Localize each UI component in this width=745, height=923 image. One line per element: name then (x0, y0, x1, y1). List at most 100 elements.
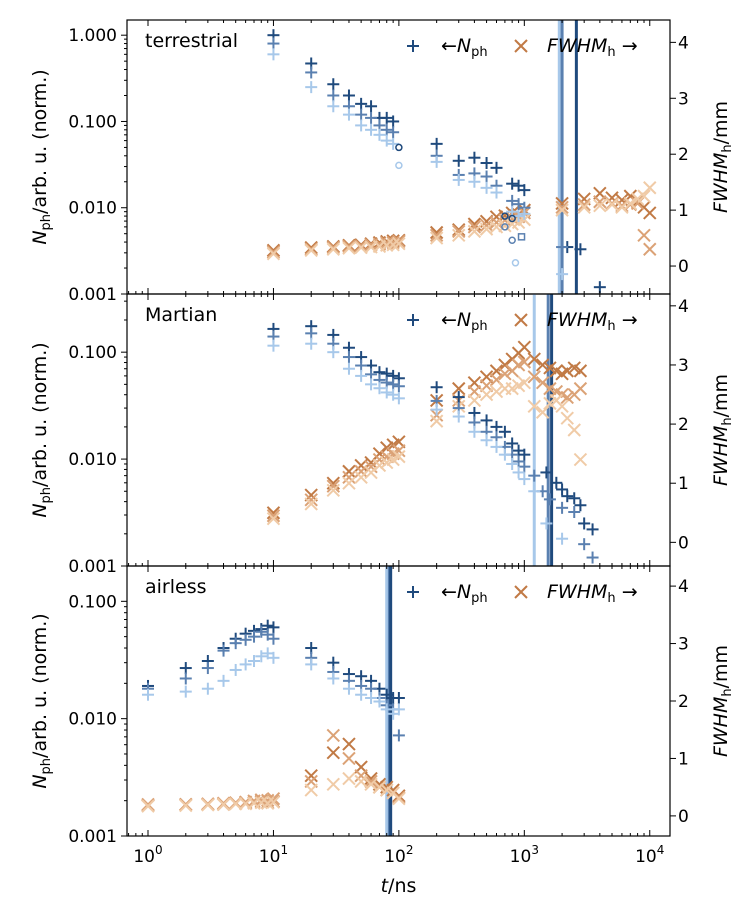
fwhm-point (342, 476, 356, 490)
nph-point (452, 173, 465, 186)
nph-point (392, 380, 405, 393)
y-left-axis-label: Nph/arb. u. (norm.) (29, 613, 54, 788)
fwhm-point (141, 799, 155, 813)
fwhm-point (555, 200, 569, 215)
fwhm-point (535, 358, 550, 372)
fwhm-point (479, 387, 494, 402)
nph-point (506, 437, 519, 450)
nph-point (452, 391, 465, 404)
nph-point (365, 378, 378, 391)
fwhm-point (555, 399, 569, 414)
nph-point (490, 440, 503, 453)
fwhm-point (452, 381, 466, 396)
nph-point (373, 695, 386, 708)
fwhm-point (266, 243, 281, 258)
nph-point (518, 460, 531, 473)
nph-point (355, 108, 368, 121)
nph-point (387, 126, 400, 139)
fwhm-point (342, 771, 356, 786)
nph-point (342, 108, 355, 121)
panel-airless: 0.100 0.010 0.001 4 3 2 1 0 airless ←Nph FWHMh → Np… (29, 565, 735, 847)
fwhm-point (326, 728, 341, 743)
x-tick-label: 100 (133, 843, 162, 867)
nph-point (380, 111, 393, 124)
nph-point (452, 410, 465, 423)
y-right-tick-label: 2 (678, 415, 689, 435)
nph-circle-point (508, 214, 516, 223)
nph-circle-point (395, 143, 403, 152)
fwhm-point (452, 224, 466, 239)
nph-point (550, 476, 563, 489)
nph-point (506, 457, 519, 470)
fwhm-point (326, 242, 341, 256)
y-right-tick-label: 3 (678, 635, 689, 655)
fwhm-point (266, 511, 281, 526)
nph-point (380, 386, 393, 399)
fwhm-point (605, 197, 619, 212)
fwhm-point (615, 200, 629, 215)
nph-point (365, 691, 378, 704)
fwhm-point (392, 791, 406, 806)
nph-point (380, 123, 393, 136)
fwhm-point (354, 470, 368, 485)
y-left-tick-label: 0.010 (68, 710, 117, 730)
nph-point (556, 241, 569, 254)
y-right-tick-label: 2 (678, 692, 689, 712)
nph-point (248, 655, 261, 668)
fwhm-point (266, 509, 281, 523)
panels: 1.000 0.100 0.010 0.001 4 3 2 1 0 terrestrial ←Nph… (29, 19, 735, 847)
nph-point (498, 448, 511, 461)
nph-point (468, 151, 481, 164)
nph-point (574, 499, 587, 512)
nph-point (518, 207, 531, 220)
fwhm-point (573, 381, 588, 396)
nph-point (305, 337, 318, 350)
nph-point (179, 662, 192, 675)
fwhm-point (354, 774, 368, 789)
nph-point (267, 651, 280, 664)
y-right-axis-label: FWHMh/mm (710, 645, 735, 757)
nph-circle-point (501, 212, 509, 220)
legend-fwhm-marker (514, 585, 528, 599)
nph-point (556, 501, 569, 514)
nph-point (480, 156, 493, 169)
nph-point (327, 100, 340, 113)
nph-point (327, 89, 340, 102)
fwhm-point (372, 780, 387, 794)
nph-point (506, 194, 519, 207)
y-right-tick-label: 3 (678, 89, 689, 109)
fwhm-point (517, 375, 532, 390)
nph-point (498, 425, 511, 438)
fwhm-point (623, 196, 638, 211)
nph-point (217, 674, 230, 687)
y-left-tick-label: 0.010 (68, 450, 117, 470)
nph-point (248, 630, 261, 643)
fwhm-point (342, 470, 356, 485)
panel-martian: 0.100 0.010 0.001 4 3 2 1 0 Martian ←Nph FWHMh → Np… (29, 293, 735, 577)
y-right-tick-label: 4 (678, 297, 689, 317)
nph-point (568, 492, 581, 505)
fwhm-point (643, 242, 657, 256)
nph-circle-point (511, 259, 520, 267)
fwhm-point (429, 225, 444, 240)
fwhm-point (179, 798, 193, 813)
fwhm-point (342, 751, 356, 766)
legend: ←Nph FWHMh → (407, 581, 638, 606)
nph-point (392, 703, 405, 716)
nph-point (179, 685, 192, 698)
y-right-tick-label: 2 (678, 145, 689, 165)
fwhm-point (364, 774, 378, 789)
fwhm-point (392, 449, 406, 464)
nph-point (201, 662, 214, 675)
fwhm-point (452, 222, 466, 237)
nph-point (556, 532, 569, 545)
nph-point (267, 339, 280, 352)
y-right-tick-label: 1 (678, 749, 689, 769)
nph-point (355, 97, 368, 110)
fwhm-point (560, 390, 574, 405)
fwhm-point (342, 464, 356, 479)
nph-point (305, 81, 318, 94)
fwhm-point (517, 340, 532, 354)
fwhm-point (216, 797, 231, 812)
